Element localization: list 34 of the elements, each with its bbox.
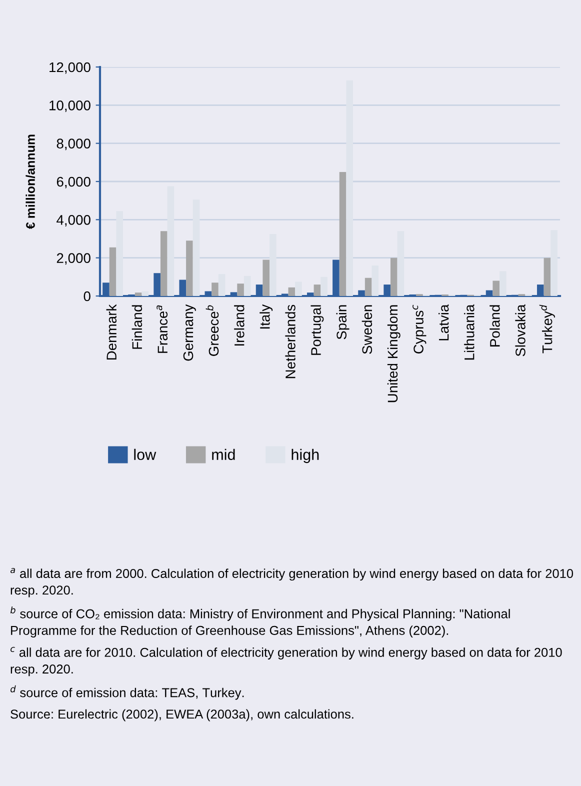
x-tick-label: Denmark xyxy=(106,304,117,360)
y-tick-label: 10,000 xyxy=(50,100,90,112)
y-tick-label: 2,000 xyxy=(56,253,90,265)
y-tick-label: 12,000 xyxy=(50,62,90,74)
y-tick-label: 8,000 xyxy=(56,138,90,150)
x-tick-label: Turkey$^{d}$ xyxy=(539,304,555,354)
text: $^{c}$ all data are for 2010. Calculation of electricity generation by wind energy based on data for 2010 resp. 2020. xyxy=(10,646,562,676)
x-tick-label: Poland xyxy=(490,305,500,346)
x-tick-label: Latvia xyxy=(438,304,449,340)
y-tick-label: 4,000 xyxy=(56,215,90,226)
x-tick-label: United Kingdom xyxy=(387,305,400,402)
legend-label: mid xyxy=(212,448,235,460)
x-tick-label: Lithuania xyxy=(464,304,474,360)
x-tick-label: Finland xyxy=(132,305,142,349)
x-tick-label: Portugal xyxy=(310,305,324,355)
y-tick-label: 0 xyxy=(84,291,90,302)
x-tick-label: Italy xyxy=(260,304,273,329)
y-tick-label: 6,000 xyxy=(56,176,90,188)
x-tick-label: Germany xyxy=(183,304,196,361)
text: $^{a}$ all data are from 2000. Calculation of electricity generation by wind energy based on data for 2010 resp. 2020. xyxy=(10,568,574,598)
text: $^{d}$ source of emission data: TEAS, Turkey. xyxy=(10,685,244,700)
x-tick-label: Spain xyxy=(336,305,350,340)
y-axis-title: € million/annum xyxy=(26,134,36,230)
x-tick-label: Slovakia xyxy=(515,304,526,356)
legend-label: low xyxy=(134,448,156,460)
legend-label: high xyxy=(292,448,319,464)
x-tick-label: Netherlands xyxy=(285,304,296,378)
x-tick-label: Ireland xyxy=(234,305,244,346)
x-tick-label: Cyprus$^{c}$ xyxy=(412,304,426,354)
source-note: Source: Eurelectric (2002), EWEA (2003a), own calculations. xyxy=(10,709,354,722)
x-tick-label: Sweden xyxy=(362,305,372,354)
text: $^{b}$ source of CO₂ emission data: Ministry of Environment and Physical Planning: "National Programme for the Reduction of Greenhouse Gas Emissions", Athens (2002). xyxy=(10,606,510,638)
x-tick-label: France$^{a}$ xyxy=(156,305,168,353)
x-tick-label: Greece$^{b}$ xyxy=(206,305,219,356)
